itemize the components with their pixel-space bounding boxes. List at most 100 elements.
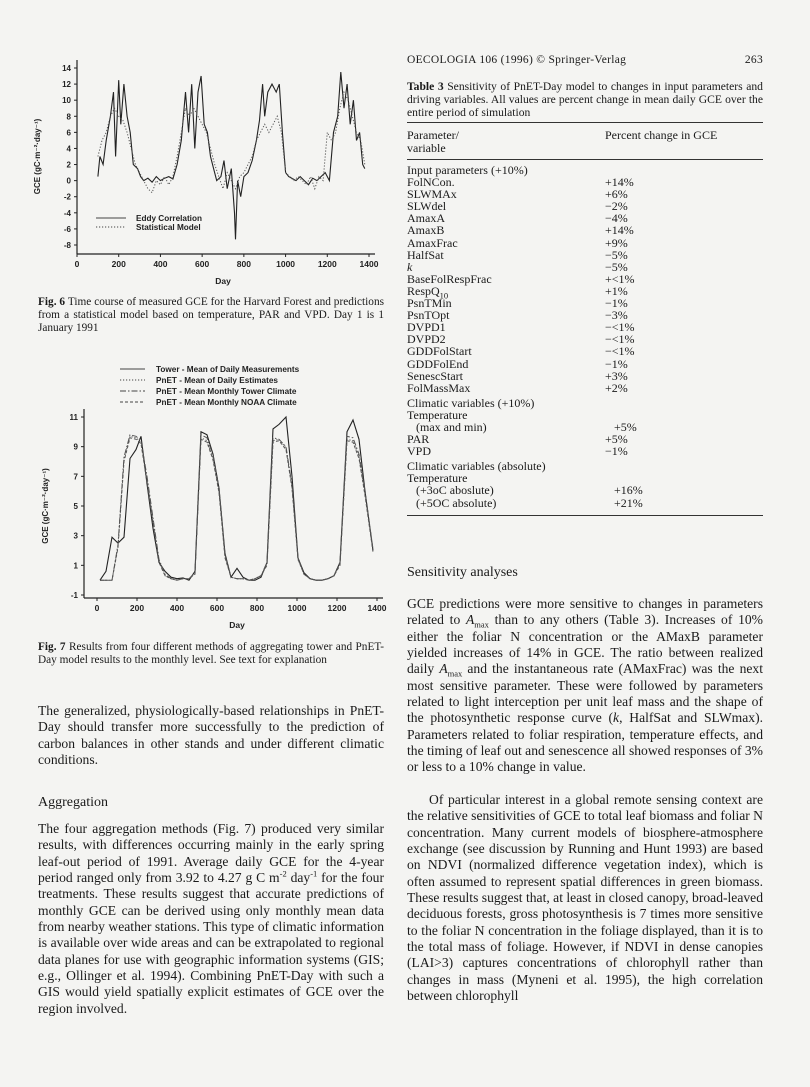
parameter-name: Temperature [407, 407, 468, 422]
parameter-name: GDDFolEnd [407, 356, 469, 371]
parameter-subscript: 10 [439, 290, 449, 301]
percent-change-cell: +21% [614, 495, 643, 510]
y-tick-label: 10 [62, 96, 71, 105]
parameter-name: SLWMAx [407, 187, 457, 202]
table-row: GDDFolStart −<1% [407, 345, 763, 357]
amax-symbol: A [439, 661, 448, 677]
parameter-cell: VPD [407, 445, 605, 457]
table-row: AmaxB +14% [407, 224, 763, 236]
y-tick-label: -8 [64, 241, 72, 250]
section-heading-aggregation: Aggregation [38, 795, 108, 810]
parameter-name: PsnTMin [407, 296, 452, 311]
legend-entry: Statistical Model [136, 223, 201, 232]
parameter-cell: SLWMAx [407, 188, 605, 200]
parameter-cell: FolNCon. [407, 176, 605, 188]
table-row: (max and min) +5% [407, 421, 763, 433]
percent-change-cell: −1% [605, 444, 628, 459]
table-header-row: Parameter/ variable Percent change in GC… [407, 123, 763, 159]
parameter-name: FolMassMax [407, 380, 471, 395]
y-tick-label: -6 [64, 225, 72, 234]
percent-change-cell: −<1% [605, 344, 635, 359]
text: and the instantaneous rate (AMaxFrac) wa… [407, 661, 763, 726]
table-row: FolMassMax +2% [407, 382, 763, 394]
amax-symbol: A [465, 612, 475, 628]
table-row: AmaxFrac +9% [407, 235, 763, 250]
parameter-cell: Temperature [407, 472, 605, 484]
paragraph-sensitivity-2: Of particular interest in a global remot… [407, 792, 763, 1004]
x-tick-label: 200 [130, 603, 144, 613]
page-number: 263 [744, 54, 763, 66]
series-line-2 [97, 90, 366, 194]
y-tick-label: 4 [67, 144, 72, 153]
legend-entry: Eddy Correlation [136, 214, 202, 223]
table-row: PAR +5% [407, 433, 763, 445]
parameter-name: BaseFolRespFrac [407, 271, 492, 286]
y-tick-label: 5 [74, 502, 79, 511]
percent-change-cell: −4% [605, 211, 628, 226]
parameter-name: SLWdel [407, 199, 447, 214]
x-tick-label: 1200 [328, 603, 347, 613]
percent-change-cell: +3% [605, 368, 628, 383]
parameter-cell: RespQ10 [407, 283, 605, 301]
table-row: Temperature [407, 409, 763, 421]
figure-6-caption: Fig. 6 Time course of measured GCE for t… [38, 296, 384, 336]
percent-change-cell: +9% [605, 235, 628, 250]
percent-change-cell: +2% [605, 380, 628, 395]
parameter-name: VPD [407, 444, 432, 459]
percent-change-cell: −5% [605, 259, 628, 274]
x-axis-label: Day [215, 276, 231, 286]
x-tick-label: 600 [195, 259, 209, 269]
parameter-name: PsnTOpt [407, 308, 450, 323]
y-axis-label: GCE (gC·m⁻²·day⁻¹) [33, 118, 42, 194]
legend-entry: Tower - Mean of Daily Measurements [156, 365, 300, 374]
y-tick-label: 2 [67, 161, 72, 170]
table-row: DVPD1 −<1% [407, 321, 763, 333]
percent-change-cell: +6% [605, 187, 628, 202]
percent-change-cell: −2% [605, 199, 628, 214]
parameter-cell: (max and min) [407, 421, 614, 433]
table-row: BaseFolRespFrac +<1% [407, 273, 763, 285]
parameter-name: (max and min) [416, 419, 487, 434]
percent-change-cell: −5% [605, 247, 628, 262]
parameter-name: GDDFolStart [407, 344, 472, 359]
series-line-1 [97, 71, 366, 240]
text: than to any others (Table 3). Increases … [407, 612, 763, 677]
x-tick-label: 1400 [360, 259, 379, 269]
table-group-heading: Input parameters (+10%) [407, 163, 528, 177]
figure-6-caption-text: Time course of measured GCE for the Harv… [38, 296, 385, 335]
percent-change-cell: −3% [605, 308, 628, 323]
paragraph-generalized: The generalized, physiologically-based r… [38, 703, 384, 768]
table-row: AmaxA −4% [407, 212, 763, 224]
percent-change-cell: −1% [605, 356, 628, 371]
y-tick-label: 14 [62, 64, 71, 73]
table-row: SLWdel −2% [407, 200, 763, 212]
text: day [286, 870, 311, 886]
y-tick-label: 8 [67, 112, 72, 121]
x-tick-label: 800 [237, 259, 251, 269]
text: The four aggregation methods (Fig. 7) pr… [38, 821, 384, 886]
parameter-cell: DVPD2 [407, 333, 605, 345]
figure-7-label: Fig. 7 [38, 641, 66, 653]
figure-6-label: Fig. 6 [38, 296, 66, 308]
parameter-name: AmaxFrac [407, 235, 458, 250]
x-tick-label: 200 [112, 259, 126, 269]
parameter-cell: AmaxB [407, 224, 605, 236]
text: , HalfSat and SLWmax). Parameters relate… [407, 710, 763, 775]
table-body: Input parameters (+10%) FolNCon. +14% SLWMA… [407, 164, 763, 509]
parameter-name: AmaxA [407, 211, 445, 226]
table-3-caption: Table 3 Sensitivity of PnET-Day model to… [407, 80, 763, 120]
parameter-cell: (+5OC absolute) [407, 496, 614, 509]
superscript: -1 [310, 868, 318, 879]
parameter-name: DVPD2 [407, 332, 446, 347]
percent-change-cell: +5% [614, 419, 637, 434]
x-axis-label: Day [229, 620, 245, 630]
x-tick-label: 1000 [276, 259, 295, 269]
text: GCE predictions were more sensitive to c… [407, 596, 763, 628]
y-tick-label: 0 [67, 177, 72, 186]
parameter-name: RespQ [407, 283, 440, 298]
parameter-cell: PAR [407, 433, 605, 445]
parameter-name: k [407, 259, 413, 274]
superscript: -2 [279, 868, 287, 879]
table-row: DVPD2 −<1% [407, 333, 763, 345]
parameter-name: Temperature [407, 471, 468, 486]
